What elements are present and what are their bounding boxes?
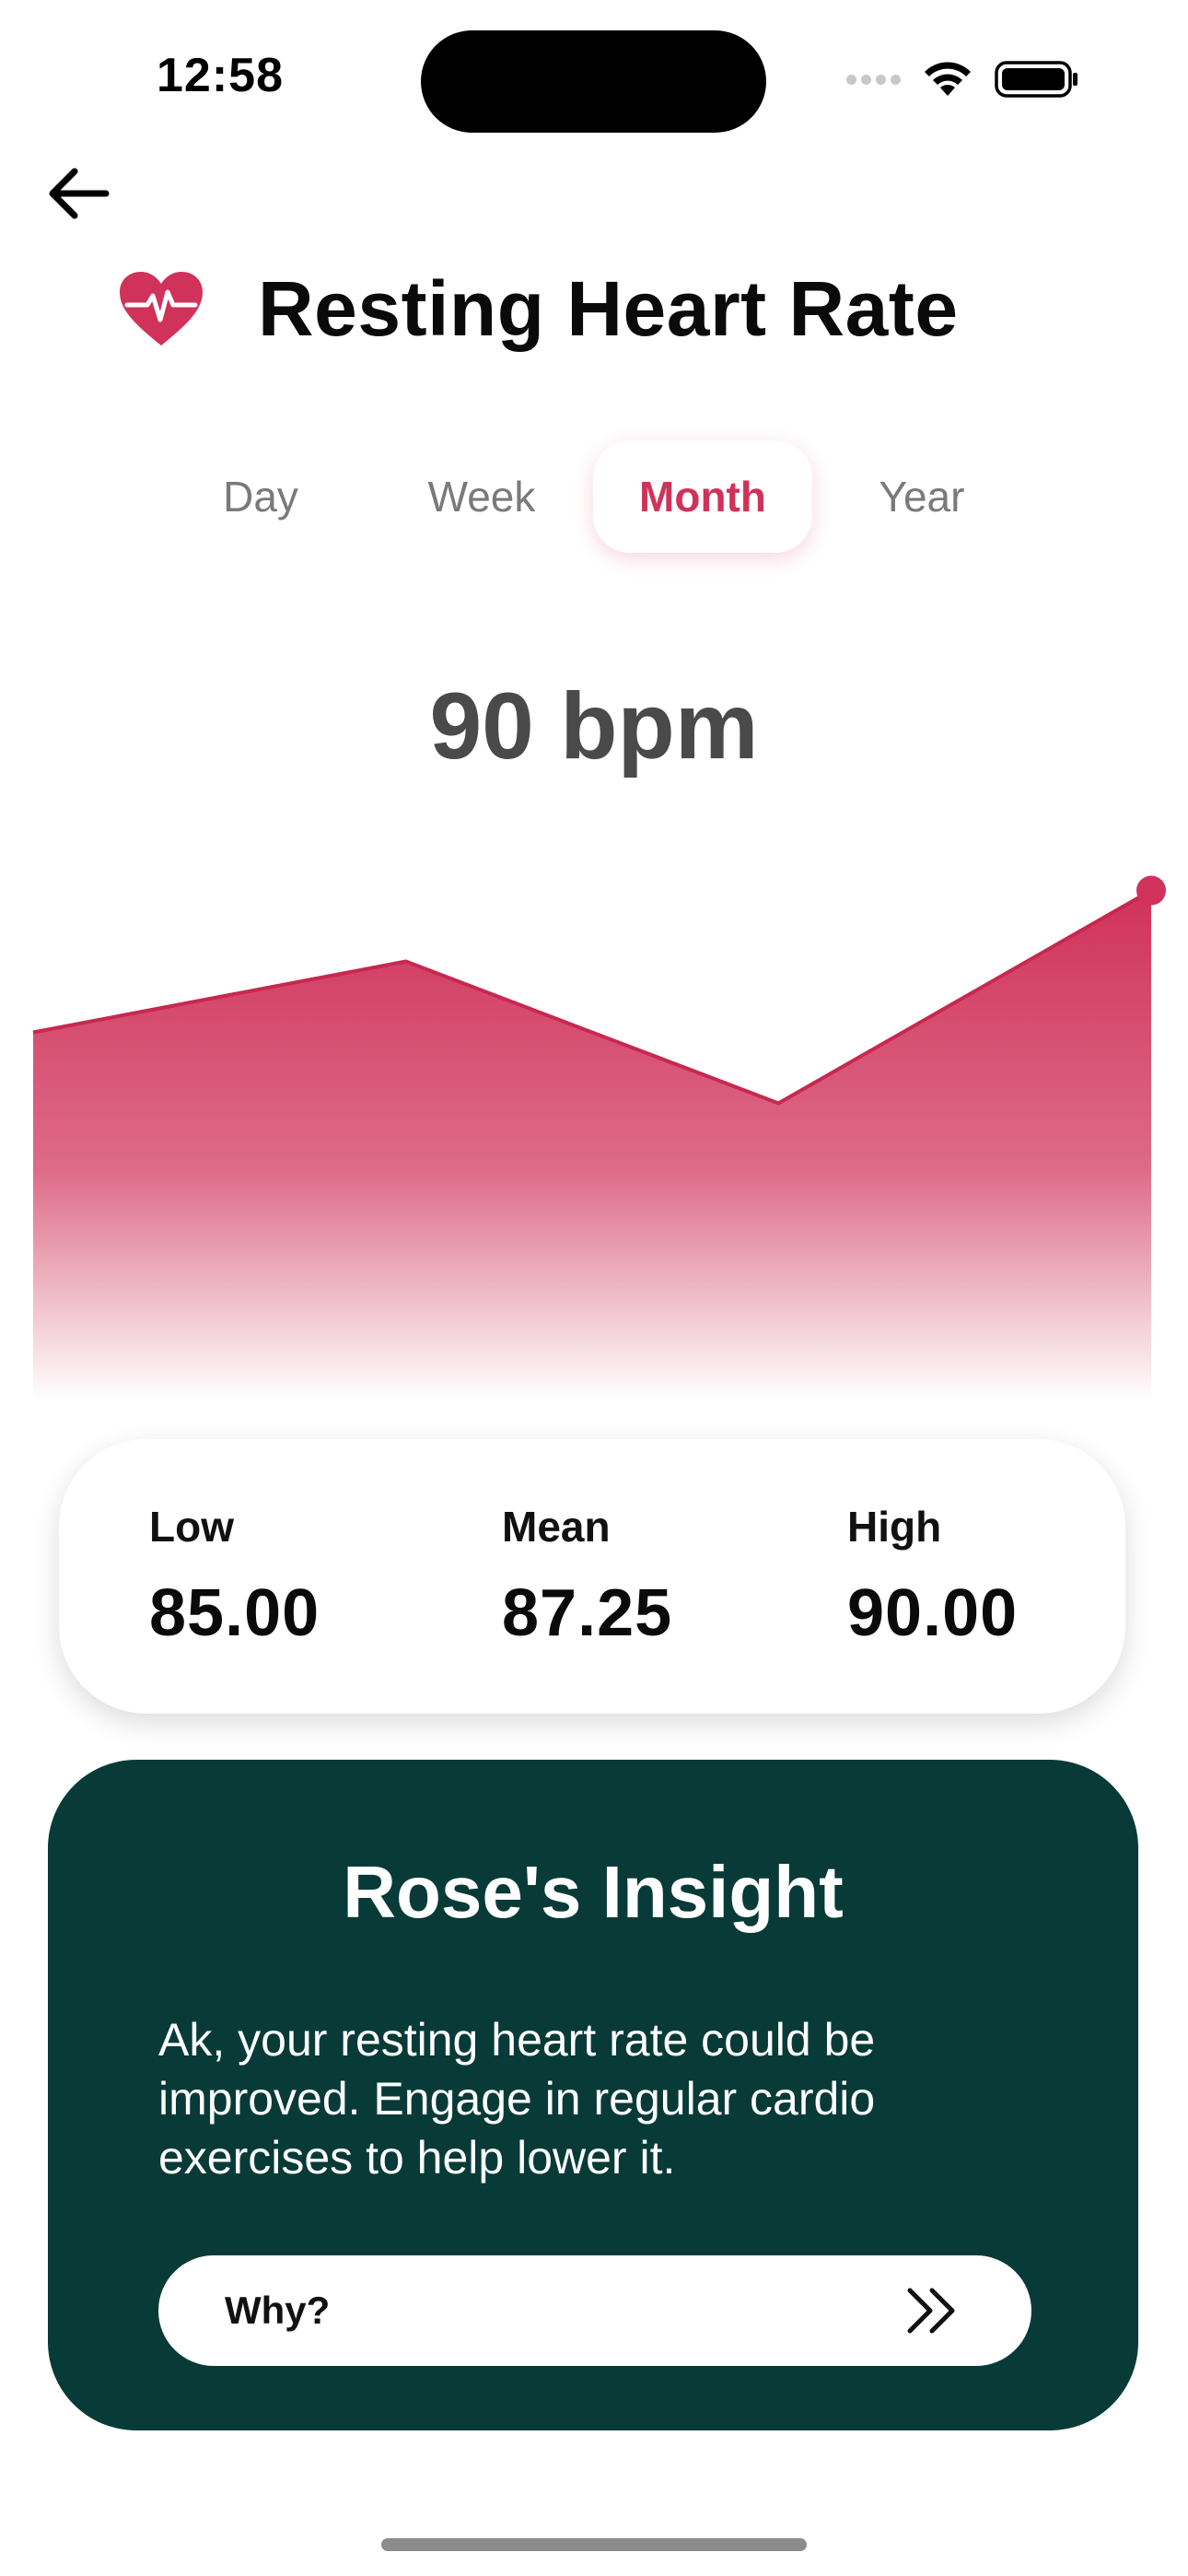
- period-tabs: Day Week Month Year: [0, 440, 1188, 553]
- double-chevron-right-icon: [907, 2288, 955, 2334]
- stat-mean-label: Mean: [502, 1503, 611, 1551]
- stat-mean: Mean 87.25: [502, 1502, 672, 1651]
- current-bpm-value: 90 bpm: [429, 673, 759, 779]
- chart-series-line: [32, 888, 1152, 1106]
- why-button-label: Why?: [225, 2289, 331, 2332]
- heart-pulse-icon: [120, 272, 203, 345]
- stats-card: Low 85.00 Mean 87.25 High 90.00: [59, 1439, 1125, 1714]
- title-row: Resting Heart Rate: [118, 258, 959, 359]
- insight-title: Rose's Insight: [343, 1851, 844, 1933]
- status-icons: [846, 53, 1079, 105]
- back-button[interactable]: [37, 157, 120, 230]
- stat-high-value: 90.00: [847, 1576, 1019, 1650]
- battery-icon: [995, 61, 1077, 98]
- dynamic-island: [421, 30, 766, 133]
- chart-area-fill: [33, 890, 1151, 1400]
- insight-text: Ak, your resting heart rate could be imp…: [158, 2014, 876, 2184]
- home-indicator[interactable]: [381, 2538, 807, 2551]
- stat-low: Low 85.00: [149, 1502, 320, 1651]
- tab-month[interactable]: Month: [593, 440, 812, 553]
- arrow-left-icon: [49, 168, 110, 219]
- tab-year[interactable]: Year: [879, 473, 965, 521]
- tab-day[interactable]: Day: [223, 473, 298, 521]
- stat-mean-value: 87.25: [502, 1576, 673, 1650]
- why-button[interactable]: Why?: [158, 2255, 1031, 2366]
- tab-week[interactable]: Week: [427, 473, 536, 521]
- stat-low-label: Low: [149, 1503, 234, 1551]
- stat-low-value: 85.00: [149, 1576, 320, 1650]
- insight-card: Rose's Insight Ak, your resting heart ra…: [48, 1760, 1138, 2430]
- stat-high-label: High: [847, 1503, 942, 1551]
- chart-point-4: [1136, 875, 1166, 906]
- cellular-signal-icon: [846, 74, 901, 85]
- stat-high: High 90.00: [847, 1502, 1018, 1651]
- status-time: 12:58: [157, 49, 284, 102]
- page-title: Resting Heart Rate: [258, 264, 959, 352]
- heart-rate-area-chart: [32, 875, 1166, 1400]
- wifi-icon: [925, 62, 971, 96]
